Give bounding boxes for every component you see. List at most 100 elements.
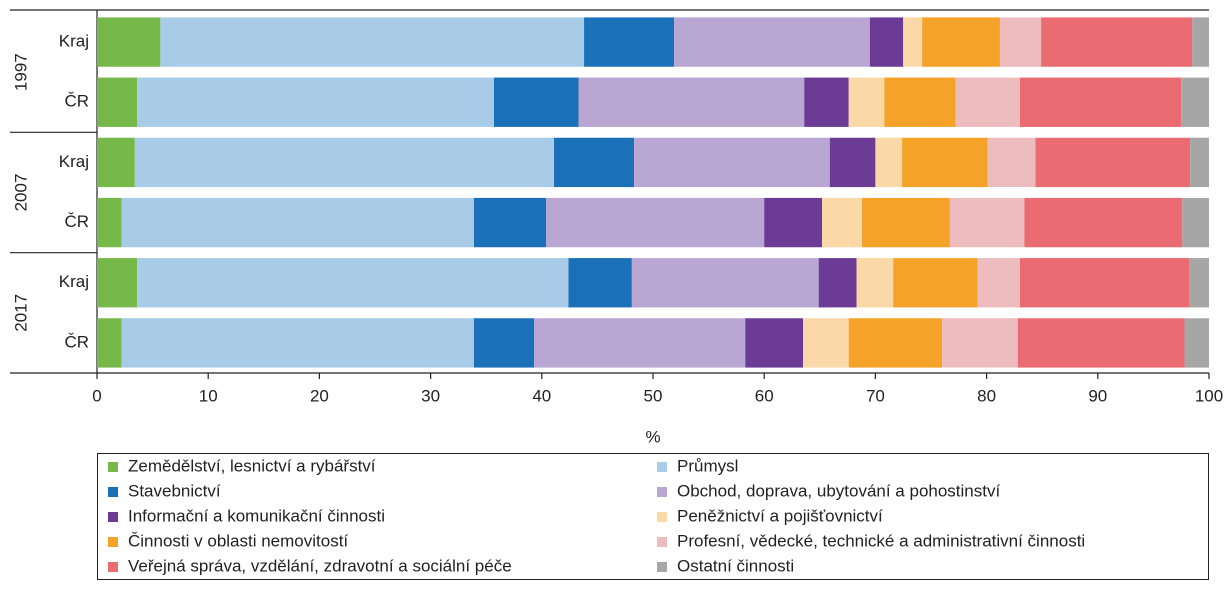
bar-segment	[631, 258, 819, 308]
x-tick-label: 0	[92, 386, 101, 405]
bar-segment	[473, 197, 547, 248]
legend-label: Průmysl	[677, 456, 738, 475]
bar-segment	[1017, 318, 1185, 368]
bar-segment	[1192, 17, 1209, 67]
legend-label: Peněžnictví a pojišťovnictví	[677, 506, 883, 525]
x-tick-label: 100	[1195, 386, 1223, 405]
x-tick-label: 30	[421, 386, 440, 405]
bar-segment	[97, 137, 135, 188]
bar-segment	[1190, 137, 1209, 188]
bar-segment	[134, 137, 555, 188]
bar-segment	[869, 17, 904, 67]
group-label: 2007	[11, 174, 30, 212]
x-tick-label: 10	[199, 386, 218, 405]
bar-segment	[862, 197, 950, 248]
x-tick-label: 20	[310, 386, 329, 405]
x-tick-label: 50	[644, 386, 663, 405]
x-tick-label: 70	[866, 386, 885, 405]
bar-segment	[764, 197, 823, 248]
legend-swatch	[108, 562, 118, 572]
y-tick-label: ČR	[64, 332, 89, 351]
bar-segment	[922, 17, 1000, 67]
x-tick-label: 40	[532, 386, 551, 405]
legend-swatch	[657, 462, 667, 472]
bar-segment	[493, 77, 579, 127]
bar-segment	[634, 137, 830, 188]
bar-segment	[1019, 77, 1182, 127]
bar-segment	[97, 318, 122, 368]
legend-label: Ostatní činnosti	[677, 556, 794, 575]
bar-segment	[1035, 137, 1191, 188]
bar-segment	[97, 77, 138, 127]
bar-segment	[97, 197, 122, 248]
legend-label: Profesní, vědecké, technické a administr…	[677, 531, 1085, 550]
legend-swatch	[657, 512, 667, 522]
bar-segment	[546, 197, 765, 248]
bar-segment	[942, 318, 1018, 368]
bar-segment	[1181, 77, 1209, 127]
legend-swatch	[657, 487, 667, 497]
bar-segment	[137, 77, 494, 127]
legend-swatch	[108, 537, 118, 547]
bar-segment	[822, 197, 863, 248]
bar-segment	[902, 137, 988, 188]
bar-segment	[745, 318, 804, 368]
bar-segment	[1041, 17, 1193, 67]
bar-segment	[578, 77, 805, 127]
bar-segment	[584, 17, 675, 67]
bar-segment	[856, 258, 894, 308]
legend-label: Veřejná správa, vzdělání, zdravotní a so…	[128, 556, 512, 575]
bar-segment	[1024, 197, 1183, 248]
bar-segment	[829, 137, 876, 188]
legend-label: Obchod, doprava, ubytování a pohostinstv…	[677, 481, 1000, 500]
bar-segment	[568, 258, 632, 308]
bar-segment	[804, 77, 849, 127]
bar-segment	[97, 17, 161, 67]
bar-segment	[848, 318, 943, 368]
bar-segment	[1184, 318, 1209, 368]
x-tick-label: 90	[1088, 386, 1107, 405]
group-label: 2017	[11, 294, 30, 332]
bar-segment	[803, 318, 849, 368]
bar-segment	[1182, 197, 1209, 248]
legend-swatch	[657, 537, 667, 547]
legend-label: Stavebnictví	[128, 481, 221, 500]
legend-swatch	[657, 562, 667, 572]
bar-segment	[1019, 258, 1189, 308]
group-label: 1997	[11, 53, 30, 91]
bar-segment	[884, 77, 956, 127]
bar-segment	[160, 17, 585, 67]
legend-label: Činnosti v oblasti nemovitostí	[128, 531, 348, 550]
bar-segment	[121, 197, 474, 248]
y-tick-label: Kraj	[59, 272, 89, 291]
legend-swatch	[108, 462, 118, 472]
legend-swatch	[108, 512, 118, 522]
x-tick-label: 60	[755, 386, 774, 405]
y-tick-label: ČR	[64, 92, 89, 111]
bar-segment	[893, 258, 978, 308]
bar-segment	[674, 17, 870, 67]
bar-segment	[818, 258, 857, 308]
bar-segment	[999, 17, 1042, 67]
bar-segment	[875, 137, 903, 188]
bar-segment	[97, 258, 138, 308]
bar-segment	[987, 137, 1036, 188]
bar-segment	[903, 17, 923, 67]
legend-label: Informační a komunikační činnosti	[128, 506, 385, 525]
y-tick-label: Kraj	[59, 152, 89, 171]
bar-segment	[121, 318, 474, 368]
legend-box	[97, 453, 1209, 580]
y-tick-label: ČR	[64, 212, 89, 231]
bar-segment	[137, 258, 569, 308]
legend-swatch	[108, 487, 118, 497]
x-axis-label: %	[645, 427, 660, 446]
bar-segment	[949, 197, 1025, 248]
bar-segment	[848, 77, 885, 127]
bar-segment	[473, 318, 535, 368]
legend-label: Zemědělství, lesnictví a rybářství	[128, 456, 376, 475]
bar-segment	[554, 137, 635, 188]
bar-segment	[955, 77, 1020, 127]
bar-segment	[534, 318, 746, 368]
